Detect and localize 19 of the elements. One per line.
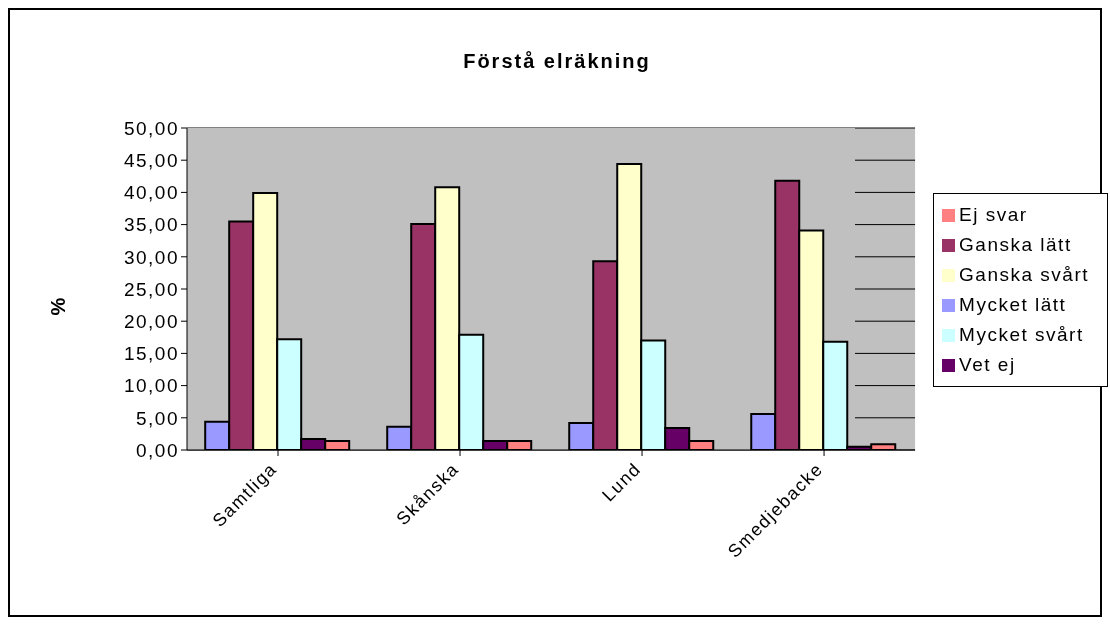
legend-label: Mycket svårt	[959, 324, 1084, 345]
y-tick-label: 40,00	[123, 182, 179, 204]
chart-title: Förstå elräkning	[462, 50, 652, 73]
y-tick-label: 20,00	[123, 310, 179, 332]
y-tick-label: 0,00	[136, 439, 179, 461]
y-tick-label: 5,00	[136, 407, 179, 429]
y-tick-label: 50,00	[123, 117, 179, 139]
legend-label: Ganska lätt	[959, 234, 1072, 255]
legend-label: Ej svar	[959, 204, 1028, 225]
y-tick-label: 35,00	[123, 214, 179, 236]
y-axis-title: %	[47, 297, 71, 316]
legend-label: Ganska svårt	[959, 264, 1089, 285]
y-tick-label: 30,00	[123, 246, 179, 268]
y-tick-label: 45,00	[123, 149, 179, 171]
y-tick-label: 15,00	[123, 343, 179, 365]
legend-label: Mycket lätt	[959, 294, 1067, 315]
legend-label: Vet ej	[959, 354, 1016, 375]
y-tick-label: 10,00	[123, 375, 179, 397]
y-tick-label: 25,00	[123, 278, 179, 300]
